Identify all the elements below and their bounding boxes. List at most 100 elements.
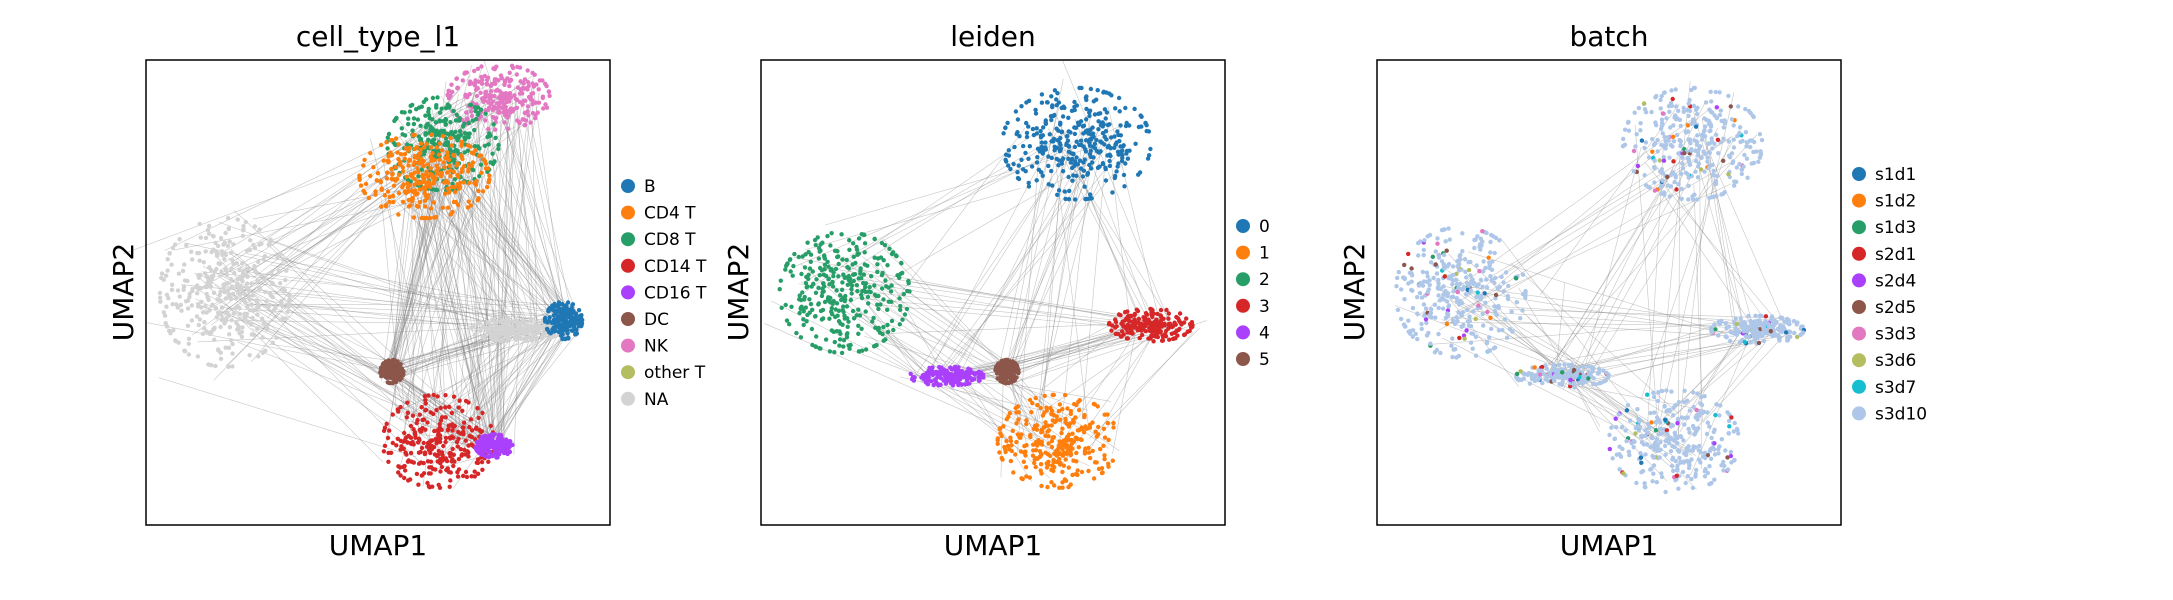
data-point (935, 382, 941, 387)
data-point (438, 436, 443, 441)
data-point (880, 270, 885, 276)
data-point (165, 257, 170, 262)
data-point (551, 333, 557, 338)
data-point (1136, 316, 1142, 322)
data-point (1679, 196, 1684, 201)
data-point (194, 284, 199, 290)
data-point (475, 441, 480, 447)
data-point (449, 184, 455, 190)
data-point (426, 109, 431, 115)
data-point (1492, 250, 1497, 256)
data-point (1072, 144, 1078, 150)
data-point (835, 249, 840, 254)
data-point (1110, 458, 1116, 463)
data-point (475, 471, 481, 476)
data-point (187, 294, 192, 300)
data-point (1726, 172, 1731, 177)
data-point (580, 317, 585, 323)
data-point (455, 138, 460, 143)
data-point (226, 345, 232, 350)
data-point (1031, 448, 1036, 453)
data-point (809, 284, 814, 289)
data-point (1026, 180, 1031, 186)
data-point (865, 294, 871, 300)
data-point (1001, 131, 1006, 136)
legend-marker (621, 391, 635, 406)
data-point (809, 326, 815, 332)
data-point (485, 107, 491, 113)
graph-edge (890, 127, 1026, 307)
data-point (1677, 138, 1682, 143)
data-point (1425, 274, 1430, 279)
data-point (445, 150, 450, 155)
data-point (1670, 134, 1676, 139)
data-point (1133, 141, 1138, 146)
data-point (472, 474, 477, 479)
data-point (501, 101, 506, 107)
graph-edge (478, 113, 494, 447)
data-point (1092, 141, 1098, 146)
data-point (1424, 320, 1429, 326)
graph-edge (853, 290, 1071, 445)
data-point (1019, 157, 1024, 162)
data-point (448, 478, 453, 483)
data-point (455, 148, 460, 154)
graph-edge (804, 131, 1038, 293)
data-point (529, 91, 534, 97)
data-point (240, 325, 245, 330)
data-point (1670, 170, 1676, 175)
data-point (830, 284, 836, 289)
data-point (1642, 101, 1647, 106)
data-point (415, 191, 420, 196)
data-point (859, 292, 864, 298)
data-point (1069, 151, 1074, 156)
data-point (819, 268, 825, 273)
data-point (529, 316, 534, 322)
data-point (213, 363, 218, 369)
graph-edge (1693, 111, 1753, 322)
data-point (559, 333, 564, 338)
data-point (386, 131, 392, 137)
data-point (483, 166, 488, 171)
graph-edge (1453, 297, 1588, 370)
data-point (386, 154, 391, 159)
data-point (562, 322, 568, 327)
data-point (1488, 315, 1493, 320)
data-point (224, 273, 230, 278)
data-point (575, 320, 580, 326)
data-point (1665, 183, 1671, 188)
data-point (837, 343, 842, 348)
data-point (451, 463, 456, 469)
graph-edge (400, 373, 492, 447)
data-point (808, 252, 814, 257)
data-point (817, 346, 822, 351)
data-point (876, 293, 881, 299)
data-point (161, 310, 166, 315)
data-point (1466, 282, 1472, 288)
data-point (423, 408, 428, 413)
data-point (856, 331, 861, 336)
data-point (423, 97, 429, 102)
data-point (1486, 255, 1491, 260)
data-point (1501, 289, 1507, 294)
data-point (381, 428, 387, 433)
data-point (416, 482, 421, 487)
data-point (395, 176, 400, 182)
data-point (171, 328, 176, 333)
data-point (1158, 313, 1163, 318)
data-point (446, 205, 451, 210)
data-point (1066, 465, 1072, 470)
data-point (169, 287, 175, 292)
data-point (218, 356, 224, 361)
data-point (1436, 281, 1441, 286)
data-point (1078, 119, 1084, 124)
data-point (457, 398, 462, 403)
data-point (925, 382, 931, 387)
data-point (1709, 136, 1714, 141)
data-point (1441, 252, 1447, 258)
data-point (972, 372, 977, 377)
data-point (1027, 144, 1033, 149)
data-point (439, 148, 445, 153)
data-point (450, 181, 455, 186)
data-point (421, 158, 426, 164)
